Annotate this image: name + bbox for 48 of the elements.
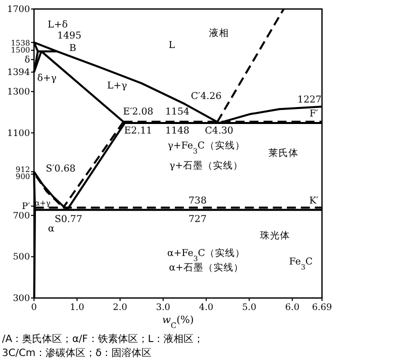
x-tick-label: 4.0	[199, 303, 214, 313]
y-tick-label: 1300	[7, 88, 30, 98]
annotation: L+δ	[48, 20, 68, 31]
annotation: 1495	[57, 30, 82, 42]
y-tick-label: 1700	[7, 5, 30, 15]
y-tick-label: δ	[24, 56, 30, 66]
annotation: γ+Fe$_{3}$C（实线）	[168, 140, 245, 156]
y-tick-label: 1394	[7, 68, 30, 78]
x-tick-label: 6.69	[312, 303, 332, 313]
annotation: 1154	[165, 106, 190, 118]
annotation: L+γ	[107, 80, 128, 92]
annotation: 727	[188, 214, 207, 226]
annotation: E2.11	[124, 125, 152, 136]
annotation: δ+γ	[37, 73, 57, 84]
y-tick-label: 700	[12, 211, 30, 222]
x-tick-label: 1.0	[70, 303, 84, 313]
annotation: L	[168, 40, 176, 52]
text: /A：奥氏体区；α/F：铁素体区；L：液相区；	[2, 333, 204, 345]
annotation: γ+石墨（实线）	[169, 159, 244, 172]
x-axis-title: w$_{C}$(%)	[162, 315, 194, 330]
annotation: C4.30	[204, 125, 234, 136]
annotation: S0.77	[54, 214, 82, 226]
annotation: 1148	[165, 125, 190, 136]
y-tick-label: P′	[22, 202, 30, 212]
annotation: 1227	[297, 94, 322, 106]
annotation: α	[48, 223, 56, 234]
annotation: F′	[309, 108, 318, 120]
x-tick-label: 2.0	[112, 303, 128, 313]
annotation: 738	[188, 195, 207, 206]
annotation: Fe$_{3}$C	[289, 256, 313, 271]
x-tick-label: 0	[31, 303, 38, 313]
annotation: α+Fe$_{3}$C（实线）	[167, 247, 246, 263]
y-tick-label: 500	[12, 252, 30, 263]
annotation: C′4.26	[190, 91, 222, 102]
annotation: α+石墨（实线）	[169, 262, 244, 274]
annotation: S′0.68	[46, 163, 76, 174]
x-tick-label: 6.0	[285, 303, 300, 313]
x-tick-label: 5.0	[242, 303, 257, 313]
annotation: 液相	[209, 27, 230, 40]
annotation: 珠光体	[260, 230, 290, 242]
annotation: 莱氏体	[268, 146, 299, 159]
text: 3C/Cm：渗碳体区；δ：固溶体区	[2, 347, 152, 359]
annotation: B	[69, 42, 76, 54]
x-tick-label: 3.0	[156, 303, 171, 313]
annotation: K′	[309, 195, 318, 206]
y-tick-label: 1100	[7, 128, 30, 139]
annotation: E′2.08	[123, 106, 154, 118]
y-tick-label: 300	[12, 294, 30, 304]
